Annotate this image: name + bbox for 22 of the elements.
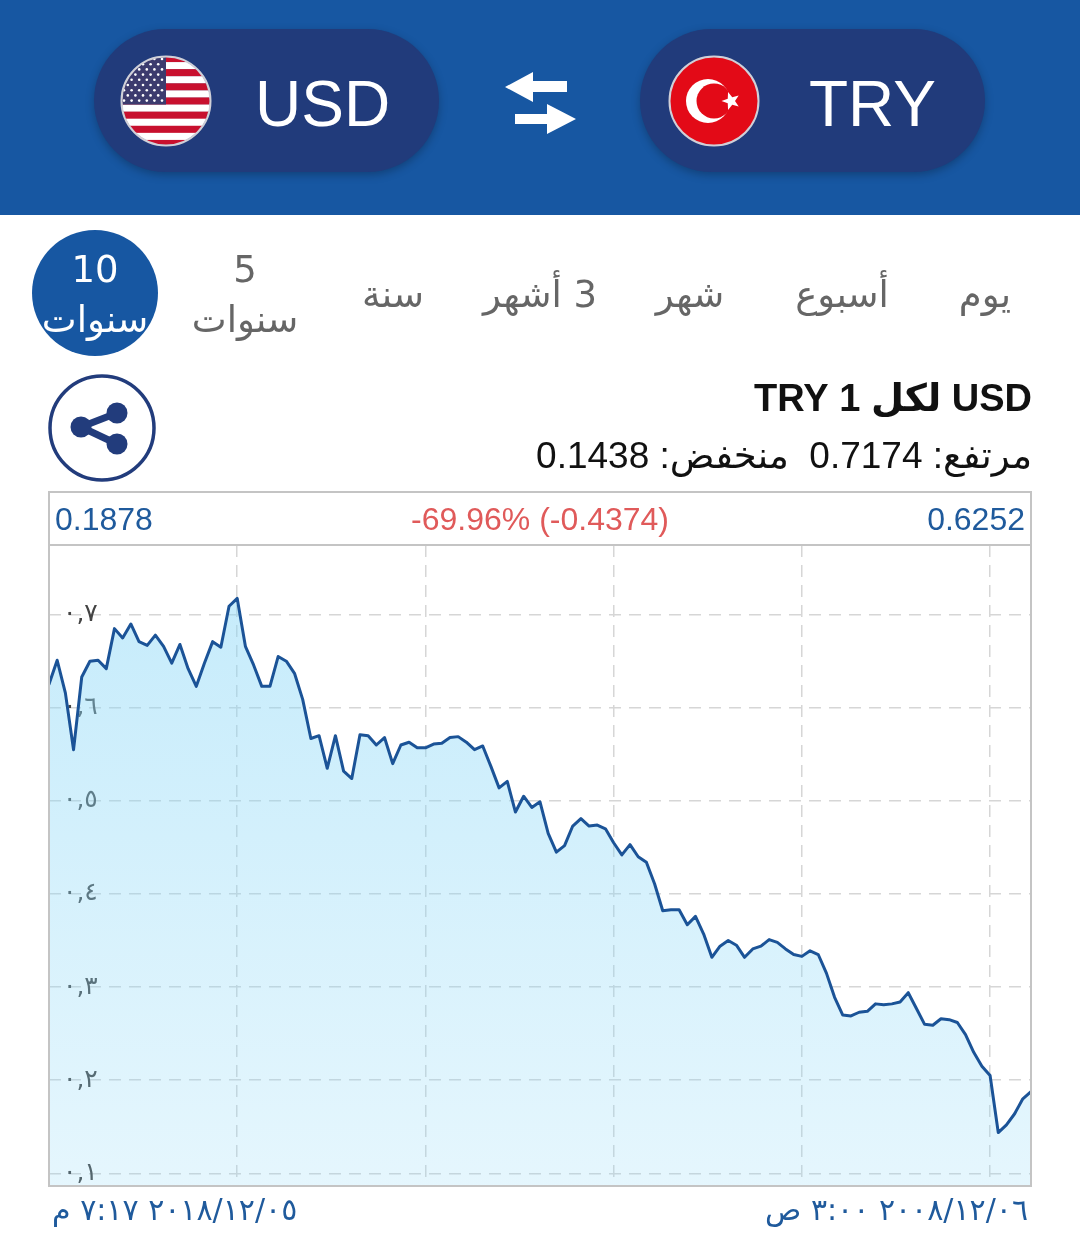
text: أسبوع: [794, 269, 890, 318]
text: 10 سنوات: [40, 247, 150, 343]
y-tick-label: ٠,٥: [63, 784, 98, 814]
chart-subtitle: مرتفع: 0.7174 منخفض: 0.1438: [536, 434, 1032, 477]
text: ٢٠١٨/١٢/٠٥ ٧:١٧ م: [52, 1191, 298, 1227]
currency-selector: TRY: [640, 29, 985, 172]
y-tick-label: ٠,٧: [63, 598, 98, 628]
text: 0.1878: [55, 500, 153, 538]
text: ٢٠٠٨/١٢/٠٦ ٣:٠٠ ص: [765, 1191, 1028, 1227]
y-tick-label: ٠,٢: [63, 1063, 98, 1093]
text: يوم: [957, 272, 1013, 318]
text: سنة: [361, 272, 425, 318]
text: 5 سنوات: [190, 247, 300, 343]
y-tick-label: ٠,٣: [63, 970, 98, 1000]
text: 3 أشهر: [480, 269, 599, 318]
currency-selector: USD: [94, 29, 439, 172]
text: شهر: [653, 272, 726, 318]
chart-title: USD لكل 1 TRY: [754, 376, 1032, 420]
y-tick-label: ٠,١: [63, 1156, 98, 1186]
text: -69.96% (-0.4374): [411, 500, 669, 538]
y-tick-label: ٠,٤: [63, 877, 98, 907]
text: 0.6252: [927, 500, 1025, 538]
